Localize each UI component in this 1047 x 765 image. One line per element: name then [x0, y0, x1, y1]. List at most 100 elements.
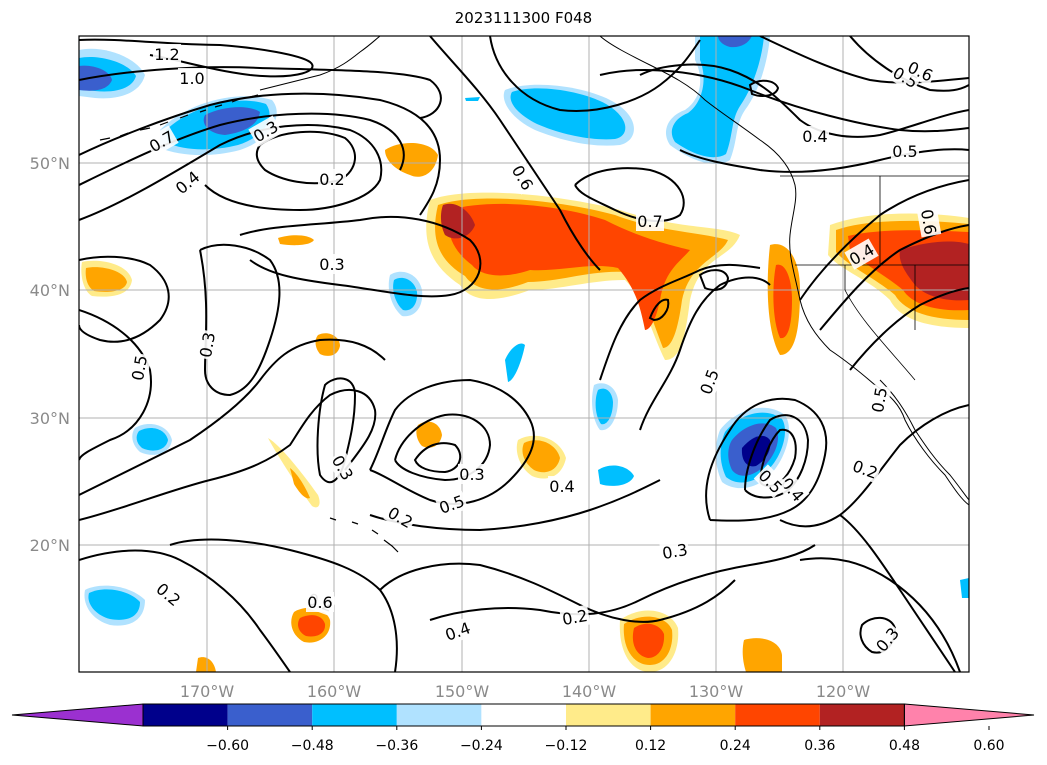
- contour-line: [574, 167, 685, 222]
- fill-negative-region: [136, 428, 168, 451]
- contour-label: 0.6: [507, 160, 539, 195]
- contour-label-text: 0.2: [561, 606, 589, 629]
- longitude-label: 140°W: [562, 682, 617, 701]
- contour-line: [639, 276, 771, 431]
- contour-line: [799, 557, 961, 672]
- colorbar-tick-label: 0.36: [804, 738, 835, 754]
- contour-line: [849, 36, 969, 92]
- contour-line: [849, 287, 969, 371]
- map-frame: [78, 35, 970, 673]
- contour-label: 0.5: [435, 489, 469, 519]
- fill-negative-region: [671, 36, 764, 158]
- alaska-coastline: [259, 36, 381, 91]
- colorbar-segment: [735, 704, 820, 726]
- contour-label: 0.3: [327, 450, 359, 485]
- longitude-axis: 170°W 160°W 150°W 140°W 130°W 120°W: [180, 682, 871, 701]
- latitude-label: 30°N: [30, 409, 70, 428]
- contour-line: [639, 63, 969, 138]
- fill-negative-region: [598, 465, 634, 486]
- contour-label: 0.5: [866, 384, 892, 416]
- fill-positive-region: [196, 657, 216, 672]
- contour-line: [79, 549, 291, 672]
- contour-label-text: 1.2: [154, 45, 179, 64]
- fill-positive-region: [773, 264, 792, 339]
- contour-label-text: 0.2: [152, 579, 184, 610]
- contour-label: 0.7: [636, 211, 664, 231]
- colorbar-tick-label: −0.48: [291, 738, 334, 754]
- anomaly-shading: [79, 36, 969, 672]
- colorbar-tick-label: −0.12: [545, 738, 588, 754]
- contour-label: 0.5: [891, 141, 919, 161]
- contour-line: [79, 66, 442, 119]
- contour-line: [394, 413, 492, 482]
- colorbar-tick-label: 0.60: [973, 738, 1004, 754]
- contour-label-text: 0.3: [459, 465, 484, 484]
- colorbar-tick-label: 0.24: [720, 738, 751, 754]
- colorbar-tick-label: −0.36: [375, 738, 418, 754]
- map-graticule: [79, 36, 969, 672]
- contour-line: [698, 269, 730, 291]
- colorbar-segment: [819, 704, 905, 726]
- contour-line: [79, 389, 377, 521]
- contour-label: 1.2: [153, 44, 181, 64]
- longitude-label: 120°W: [816, 682, 871, 701]
- contour-label: 0.3: [318, 254, 346, 274]
- contour-line: [839, 514, 956, 672]
- contour-label: 0.4: [548, 476, 576, 496]
- map-title: 2023111300 F048: [454, 9, 593, 27]
- contour-label: 0.4: [441, 616, 475, 646]
- latitude-axis: 50°N 40°N 30°N 20°N: [30, 154, 70, 555]
- contour-line: [599, 263, 761, 381]
- hawaii-islands: [329, 517, 399, 553]
- fill-negative-region: [203, 107, 260, 135]
- contour-line: [748, 79, 780, 97]
- latitude-label: 20°N: [30, 536, 70, 555]
- contour-line: [79, 255, 170, 343]
- contour-label: 0.2: [318, 169, 346, 189]
- contour-label-text: 0.6: [508, 162, 537, 194]
- north-america-coastline: [599, 36, 969, 506]
- fill-negative-region: [505, 343, 525, 382]
- contour-label: 1.0: [178, 68, 206, 88]
- contour-label-text: 0.2: [384, 503, 416, 532]
- contour-label-text: 1.0: [179, 69, 204, 88]
- contour-line: [239, 215, 482, 298]
- fill-positive-region: [315, 333, 340, 356]
- fill-negative-region: [79, 65, 112, 91]
- contour-line: [819, 224, 969, 331]
- contour-line: [379, 562, 736, 623]
- contour-label-text: 0.3: [328, 452, 357, 484]
- longitude-label: 150°W: [435, 682, 490, 701]
- colorbar-segment: [566, 704, 651, 726]
- contour-label: 0.2: [559, 604, 591, 630]
- contour-label-text: 0.4: [549, 477, 574, 496]
- contour-line: [489, 36, 701, 112]
- contour-label: 0.3: [659, 538, 691, 564]
- fill-positive-region: [385, 143, 438, 177]
- contour-line: [369, 479, 661, 532]
- contour-label-text: 0.7: [637, 212, 662, 231]
- fill-negative-region: [741, 435, 771, 467]
- contour-line: [744, 414, 810, 499]
- latitude-label: 50°N: [30, 154, 70, 173]
- contour-label: 0.5: [126, 352, 152, 384]
- contour-line: [599, 69, 969, 133]
- contour-label-text: 0.5: [892, 142, 917, 161]
- colorbar-tick-label: 0.12: [635, 738, 666, 754]
- colorbar-tick-labels: −0.60 −0.48 −0.36 −0.24 −0.12 0.12 0.24 0.36 0.4…: [206, 738, 1004, 754]
- fill-positive-region: [448, 203, 690, 330]
- contour-label: 0.4: [801, 126, 829, 146]
- longitude-label: 160°W: [307, 682, 362, 701]
- contour-label: 0.6: [306, 592, 334, 612]
- contour-label-text: 0.4: [802, 127, 827, 146]
- contour-line: [705, 397, 828, 522]
- baja-california-coastline: [879, 379, 969, 501]
- contour-lines: [79, 36, 969, 672]
- fill-positive-region: [632, 623, 665, 658]
- colorbar-segment: [481, 704, 566, 726]
- contour-label-text: 0.5: [868, 386, 891, 414]
- us-state-border: [795, 176, 969, 381]
- fill-negative-region: [88, 589, 140, 620]
- contour-label-text: 0.6: [307, 593, 332, 612]
